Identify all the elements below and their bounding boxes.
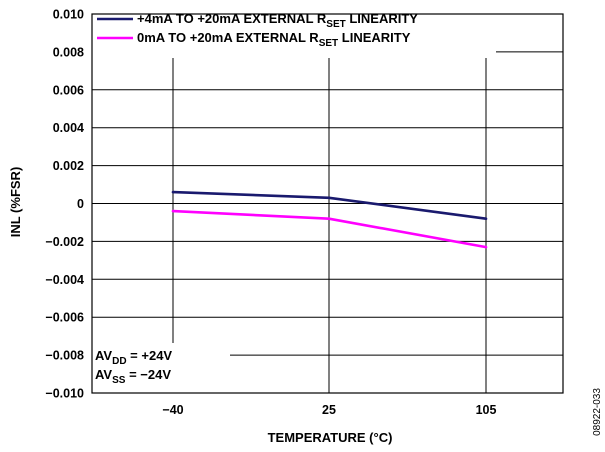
legend-label: +4mA TO +20mA EXTERNAL RSET LINEARITY <box>137 11 418 30</box>
data-point <box>171 209 175 213</box>
x-axis-label: TEMPERATURE (°C) <box>268 430 393 445</box>
x-tick-labels: −40 25 105 <box>162 403 496 417</box>
x-tick-label: 25 <box>322 403 336 417</box>
y-tick-label: −0.006 <box>45 311 84 325</box>
annotation-line: AVDD = +24V <box>95 348 172 367</box>
series-layer <box>171 190 488 249</box>
y-tick-labels: 0.010 0.008 0.006 0.004 0.002 0 −0.002 −0.004 −0… <box>45 8 84 401</box>
x-tick-label: 105 <box>476 403 497 417</box>
data-point <box>484 217 488 220</box>
grid-lines <box>92 51 563 393</box>
y-tick-label: 0.006 <box>53 83 84 97</box>
y-axis-label: INL (%FSR) <box>8 167 23 238</box>
data-point <box>171 190 175 194</box>
y-tick-label: 0.004 <box>53 121 84 135</box>
data-point <box>327 196 331 200</box>
y-tick-label: 0.010 <box>53 8 84 22</box>
y-tick-label: 0.008 <box>53 45 84 59</box>
figure-id: 08922-033 <box>592 388 603 436</box>
data-point <box>484 245 488 249</box>
y-tick-label: −0.002 <box>45 235 84 249</box>
plot-area-frame <box>91 13 564 394</box>
y-tick-label: −0.004 <box>45 273 84 287</box>
x-tick-label: −40 <box>162 403 183 417</box>
annotation-line: AVSS = −24V <box>95 367 171 386</box>
legend: +4mA TO +20mA EXTERNAL RSET LINEARITY0mA… <box>97 11 418 49</box>
y-tick-label: 0.002 <box>53 159 84 173</box>
legend-label: 0mA TO +20mA EXTERNAL RSET LINEARITY <box>137 30 411 49</box>
y-tick-label: −0.008 <box>45 349 84 363</box>
data-point <box>327 217 331 220</box>
y-tick-label: −0.010 <box>45 387 84 401</box>
y-tick-label: 0 <box>77 197 84 211</box>
